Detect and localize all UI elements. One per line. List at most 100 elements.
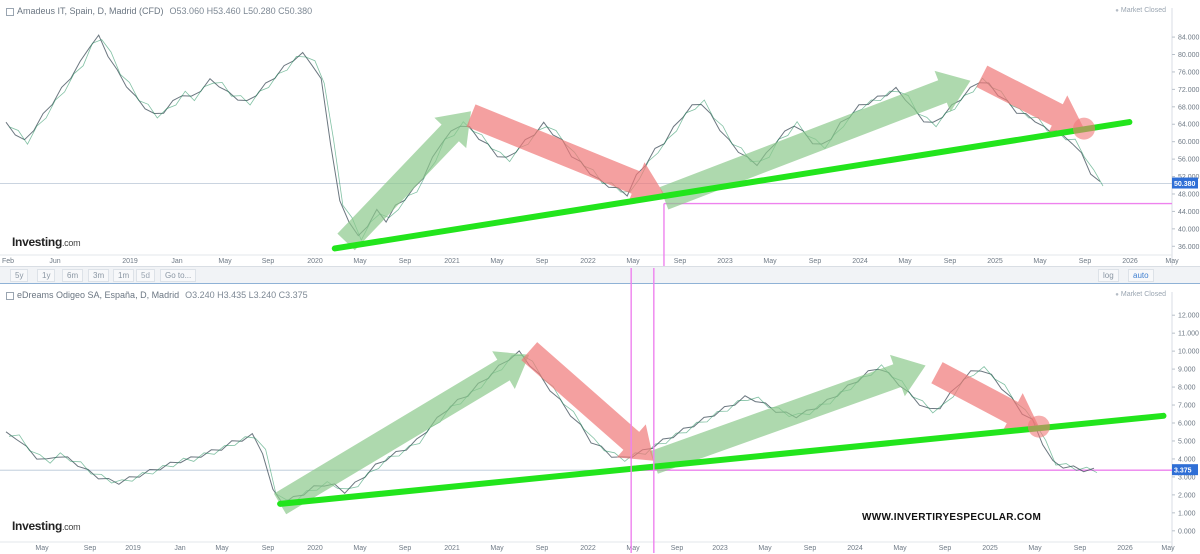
support-trendline [277, 412, 1167, 507]
y-tick-label: 80.000 [1178, 52, 1200, 59]
collapse-square-icon[interactable] [6, 7, 14, 16]
x-tick-label: 2026 [1117, 545, 1133, 552]
x-tick-label: May [758, 545, 772, 552]
ohlc-readout: O53.060 H53.460 L50.280 C50.380 [169, 6, 313, 16]
x-tick-label: May [626, 258, 640, 265]
y-tick-label: 8.000 [1178, 385, 1196, 392]
range-3m-button[interactable]: 3m [88, 269, 110, 282]
y-tick-label: 3.000 [1178, 474, 1196, 481]
symbol-title: eDreams Odigeo SA, España, D, Madrid [17, 290, 180, 300]
x-tick-label: 2021 [444, 258, 460, 265]
x-tick-label: Sep [804, 545, 817, 552]
x-tick-label: 2025 [987, 258, 1003, 265]
downtrend-arrow [931, 362, 1039, 432]
collapse-square-icon[interactable] [6, 291, 14, 300]
uptrend-arrow [273, 351, 530, 515]
x-tick-label: Sep [944, 258, 957, 265]
uptrend-arrow [649, 354, 926, 474]
last-price-label: 50.380 [1174, 181, 1196, 188]
x-tick-label: Sep [536, 545, 549, 552]
investing-logo: Investing.com [12, 519, 81, 533]
y-tick-label: 64.000 [1178, 122, 1200, 129]
range-5y-button[interactable]: 5y [10, 269, 29, 282]
y-tick-label: 56.000 [1178, 157, 1200, 164]
x-tick-label: Sep [262, 258, 275, 265]
x-tick-label: Sep [536, 258, 549, 265]
x-tick-label: 2025 [982, 545, 998, 552]
last-price-tag [1172, 464, 1198, 476]
x-tick-label: Sep [939, 545, 952, 552]
breakdown-circle [1072, 117, 1095, 140]
y-tick-label: 7.000 [1178, 403, 1196, 410]
auto-scale-button[interactable]: auto [1128, 269, 1154, 282]
y-tick-label: 2.000 [1178, 492, 1196, 499]
range-1y-button[interactable]: 1y [37, 269, 56, 282]
y-tick-label: 36.000 [1178, 244, 1200, 251]
x-tick-label: Sep [809, 258, 822, 265]
x-tick-label: May [626, 545, 640, 552]
x-tick-label: Sep [674, 258, 687, 265]
x-tick-label: May [1028, 545, 1042, 552]
y-tick-label: 10.000 [1178, 349, 1200, 356]
y-tick-label: 60.000 [1178, 139, 1200, 146]
x-tick-label: May [353, 258, 367, 265]
x-tick-label: Jun [49, 258, 60, 265]
y-tick-label: 44.000 [1178, 209, 1200, 216]
x-tick-label: 2020 [307, 545, 323, 552]
y-tick-label: 12.000 [1178, 313, 1200, 320]
x-tick-label: Sep [262, 545, 275, 552]
x-tick-label: May [1165, 258, 1179, 265]
price-series-shadow [8, 39, 1104, 242]
symbol-title: Amadeus IT, Spain, D, Madrid (CFD) [17, 6, 164, 16]
x-tick-label: Jan [174, 545, 185, 552]
x-tick-label: May [490, 258, 504, 265]
x-tick-label: May [353, 545, 367, 552]
price-series-line [5, 34, 1101, 237]
x-tick-label: May [490, 545, 504, 552]
y-tick-label: 72.000 [1178, 87, 1200, 94]
chart-title: eDreams Odigeo SA, España, D, Madrid O3.2… [6, 290, 308, 300]
x-tick-label: Jan [171, 258, 182, 265]
range-1m-button[interactable]: 1m [113, 269, 135, 282]
goto-button[interactable]: Go to... [160, 269, 197, 282]
x-tick-label: 2024 [852, 258, 868, 265]
x-tick-label: 2020 [307, 258, 323, 265]
range-5d-button[interactable]: 5d [136, 269, 155, 282]
x-tick-label: 2019 [122, 258, 138, 265]
x-tick-label: May [218, 258, 232, 265]
ohlc-readout: O3.240 H3.435 L3.240 C3.375 [185, 290, 308, 300]
chart-title: Amadeus IT, Spain, D, Madrid (CFD) O53.06… [6, 6, 312, 16]
x-tick-label: May [898, 258, 912, 265]
y-tick-label: 76.000 [1178, 69, 1200, 76]
uptrend-arrow [337, 111, 471, 251]
x-tick-label: 2024 [847, 545, 863, 552]
x-tick-label: Sep [1079, 258, 1092, 265]
x-tick-label: Sep [399, 545, 412, 552]
x-tick-label: 2023 [717, 258, 733, 265]
x-tick-label: May [35, 545, 49, 552]
y-tick-label: 9.000 [1178, 367, 1196, 374]
x-tick-label: 2023 [712, 545, 728, 552]
breakdown-circle [1027, 415, 1050, 438]
x-tick-label: May [1033, 258, 1047, 265]
log-scale-button[interactable]: log [1098, 269, 1119, 282]
x-tick-label: May [763, 258, 777, 265]
y-tick-label: 68.000 [1178, 104, 1200, 111]
x-tick-label: May [215, 545, 229, 552]
y-tick-label: 5.000 [1178, 438, 1196, 445]
support-trendline [331, 119, 1133, 252]
x-tick-label: Sep [399, 258, 412, 265]
range-6m-button[interactable]: 6m [62, 269, 84, 282]
amadeus-chart-pane[interactable]: Amadeus IT, Spain, D, Madrid (CFD) O53.06… [0, 0, 1200, 267]
last-price-tag [1172, 177, 1198, 189]
y-tick-label: 48.000 [1178, 191, 1200, 198]
x-tick-label: May [893, 545, 907, 552]
x-tick-label: Feb [2, 258, 14, 265]
y-tick-label: 40.000 [1178, 226, 1200, 233]
amadeus-chart: 84.000 80.000 76.000 72.000 68.000 64.000 60.0… [0, 8, 1200, 267]
downtrend-arrow [521, 342, 654, 461]
x-tick-label: 2022 [580, 258, 596, 265]
x-tick-label: Sep [1074, 545, 1087, 552]
x-tick-label: Sep [84, 545, 97, 552]
